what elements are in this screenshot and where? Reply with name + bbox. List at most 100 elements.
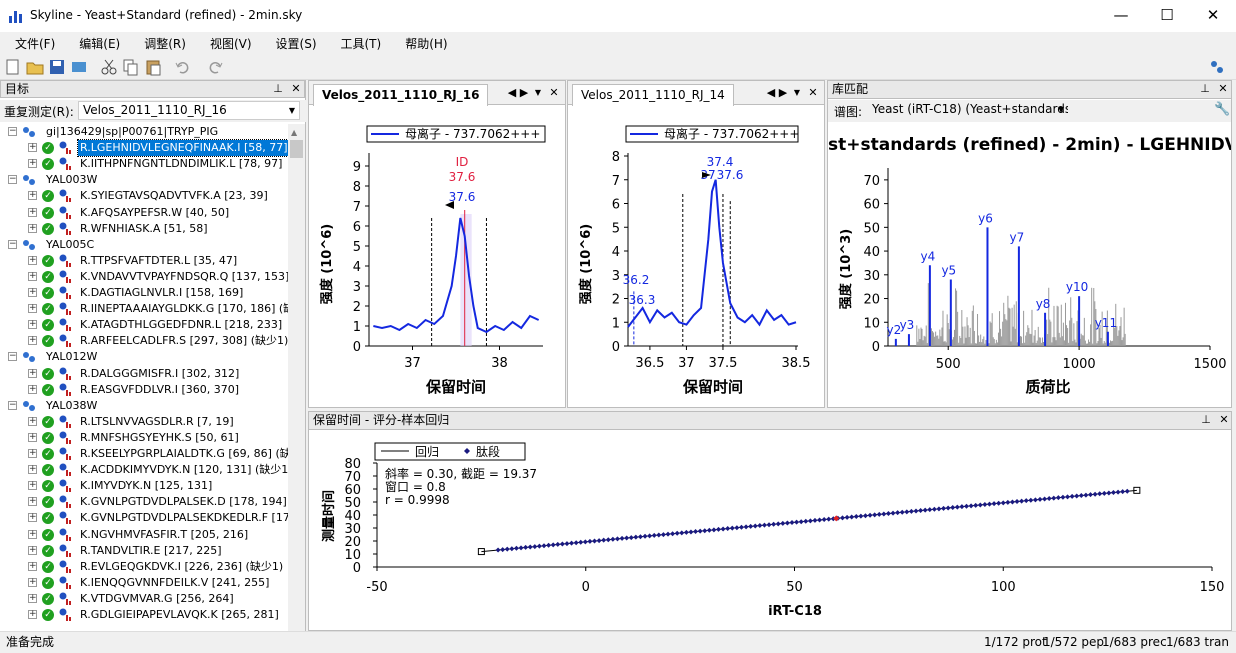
peptide-node[interactable]: + ✓ K.VTDGVMVAR.G [256, 264] [0, 591, 288, 607]
peptide-node[interactable]: + ✓ R.GDLGIEIPAPEVLAVQK.K [265, 281] [0, 607, 288, 623]
collapse-icon[interactable]: − [8, 238, 17, 249]
open-folder-icon[interactable] [26, 58, 44, 76]
peptide-node[interactable]: + ✓ R.LTSLNVVAGSDLR.R [7, 19] [0, 414, 288, 430]
tab-next-icon[interactable]: ▶ [519, 86, 529, 99]
peptide-node[interactable]: + ✓ K.AFQSAYPEFSR.W [40, 50] [0, 205, 288, 221]
close-panel-icon[interactable]: ✕ [1219, 413, 1229, 426]
user-icon[interactable] [1208, 58, 1226, 76]
expand-icon[interactable]: + [28, 448, 37, 458]
peptide-node[interactable]: + ✓ K.GVNLPGTDVDLPALSEKDKEDLR.F [178 [0, 510, 288, 526]
peptide-node[interactable]: + ✓ R.IINEPTAAAIAYGLDKK.G [170, 186] (缺少 [0, 301, 288, 317]
chevron-down-icon[interactable]: ▼ [1058, 105, 1065, 114]
menu-edit[interactable]: 编辑(E) [79, 37, 121, 51]
scroll-up-icon[interactable]: ▲ [291, 128, 298, 137]
pin-icon[interactable]: ⊥ [1201, 413, 1211, 426]
wrench-icon[interactable]: 🔧 [1214, 102, 1231, 117]
expand-icon[interactable]: + [28, 287, 37, 297]
expand-icon[interactable]: + [28, 158, 37, 169]
peptide-node[interactable]: + ✓ K.DAGTIAGLNVLR.I [158, 169] [0, 285, 288, 301]
expand-icon[interactable]: + [28, 480, 37, 491]
expand-icon[interactable]: + [28, 528, 37, 539]
copy-icon[interactable] [122, 58, 140, 76]
peptide-node[interactable]: + ✓ K.VNDAVVTVPAYFNDSQR.Q [137, 153] [0, 269, 288, 285]
collapse-icon[interactable]: − [8, 351, 17, 362]
collapse-icon[interactable]: − [8, 174, 17, 185]
protein-node[interactable]: − YAL038W [0, 398, 288, 414]
expand-icon[interactable]: + [28, 270, 37, 281]
tab-menu-icon[interactable]: ▼ [534, 88, 542, 97]
peptide-node[interactable]: + ✓ K.GVNLPGTDVDLPALSEK.D [178, 194] [0, 494, 288, 510]
tab-prev-icon[interactable]: ◀ [766, 86, 776, 99]
peptide-node[interactable]: + ✓ K.ACDDKIMYVDYK.N [120, 131] (缺少1) [0, 462, 288, 478]
expand-icon[interactable]: + [28, 319, 37, 330]
peptide-node[interactable]: + ✓ K.IITHPNFNGNTLDNDIMLIK.L [78, 97] [0, 156, 288, 172]
collapse-icon[interactable]: − [8, 399, 17, 410]
expand-icon[interactable]: + [28, 609, 37, 619]
expand-icon[interactable]: + [28, 431, 37, 442]
close-tab-icon[interactable]: ✕ [808, 86, 818, 99]
peptide-node[interactable]: + ✓ K.SYIEGTAVSQADVTVFK.A [23, 39] [0, 188, 288, 204]
tab-next-icon[interactable]: ▶ [778, 86, 788, 99]
close-panel-icon[interactable]: ✕ [1218, 82, 1228, 95]
tab-menu-icon[interactable]: ▼ [793, 88, 801, 97]
publish-icon[interactable] [70, 58, 88, 76]
protein-node[interactable]: − gi|136429|sp|P00761|TRYP_PIG [0, 124, 288, 140]
expand-icon[interactable]: + [28, 576, 37, 587]
close-tab-icon[interactable]: ✕ [549, 86, 559, 99]
tree-scrollbar[interactable]: ▲ [288, 124, 305, 631]
expand-icon[interactable]: + [28, 335, 37, 346]
peptide-node[interactable]: + ✓ R.ARFEELCADLFR.S [297, 308] (缺少1) [0, 333, 288, 349]
close-panel-icon[interactable]: ✕ [291, 82, 301, 95]
tab-replicate-14[interactable]: Velos_2011_1110_RJ_14 [572, 84, 734, 106]
replicate-dropdown[interactable]: Velos_2011_1110_RJ_16 ▼ [78, 101, 300, 120]
expand-icon[interactable]: + [28, 190, 37, 201]
peptide-node[interactable]: + ✓ K.IMYVDYK.N [125, 131] [0, 478, 288, 494]
peptide-node[interactable]: + ✓ R.WFNHIASK.A [51, 58] [0, 221, 288, 237]
peptide-node[interactable]: + ✓ R.EVLGEQGKDVK.I [226, 236] (缺少1) [0, 559, 288, 575]
expand-icon[interactable]: + [28, 142, 37, 153]
menu-help[interactable]: 帮助(H) [405, 37, 448, 51]
peptide-node[interactable]: + ✓ R.DALGGGMISFR.I [302, 312] [0, 366, 288, 382]
menu-file[interactable]: 文件(F) [15, 37, 56, 51]
spectrum-dropdown[interactable]: Yeast (iRT-C18) (Yeast+standards [868, 101, 1068, 120]
menu-refine[interactable]: 调整(R) [144, 37, 186, 51]
minimize-button[interactable]: — [1113, 6, 1129, 24]
expand-icon[interactable]: + [28, 415, 37, 426]
peptide-node[interactable]: + ✓ K.ATAGDTHLGGEDFDNR.L [218, 233] [0, 317, 288, 333]
paste-icon[interactable] [144, 58, 162, 76]
protein-node[interactable]: − YAL012W [0, 349, 288, 365]
peptide-node[interactable]: + ✓ R.MNFSHGSYEYHK.S [50, 61] [0, 430, 288, 446]
close-button[interactable]: ✕ [1206, 6, 1220, 24]
peptide-node[interactable]: + ✓ R.TANDVLTIR.E [217, 225] [0, 543, 288, 559]
protein-node[interactable]: − YAL003W [0, 172, 288, 188]
expand-icon[interactable]: + [28, 383, 37, 394]
expand-icon[interactable]: + [28, 592, 37, 603]
tab-replicate-16[interactable]: Velos_2011_1110_RJ_16 [313, 84, 489, 106]
peptide-node[interactable]: + ✓ K.NGVHMVFASFIR.T [205, 216] [0, 527, 288, 543]
pin-icon[interactable]: ⊥ [1200, 82, 1210, 95]
expand-icon[interactable]: + [28, 222, 37, 233]
peptide-node[interactable]: + ✓ R.EASGVFDDLVR.I [360, 370] [0, 382, 288, 398]
menu-settings[interactable]: 设置(S) [275, 37, 317, 51]
peptide-node[interactable]: + ✓ R.TTPSFVAFTDTER.L [35, 47] [0, 253, 288, 269]
scrollbar-thumb[interactable] [290, 140, 303, 158]
new-file-icon[interactable] [4, 58, 22, 76]
peptide-node[interactable]: + ✓ R.KSEELYPGRPLAIALDTK.G [69, 86] (缺少 [0, 446, 288, 462]
protein-node[interactable]: − YAL005C [0, 237, 288, 253]
expand-icon[interactable]: + [28, 512, 37, 523]
expand-icon[interactable]: + [28, 303, 37, 314]
menu-view[interactable]: 视图(V) [209, 37, 252, 51]
peptide-node[interactable]: + ✓ R.LGEHNIDVLEGNEQFINAAK.I [58, 77] [0, 139, 288, 158]
collapse-icon[interactable]: − [8, 126, 17, 136]
menu-tools[interactable]: 工具(T) [340, 37, 382, 51]
expand-icon[interactable]: + [28, 254, 37, 265]
chevron-down-icon[interactable]: ▼ [288, 106, 295, 115]
expand-icon[interactable]: + [28, 496, 37, 507]
tab-prev-icon[interactable]: ◀ [507, 86, 517, 99]
expand-icon[interactable]: + [28, 464, 37, 475]
expand-icon[interactable]: + [28, 544, 37, 555]
redo-icon[interactable] [206, 58, 224, 76]
cut-icon[interactable] [100, 58, 118, 76]
expand-icon[interactable]: + [28, 206, 37, 217]
pin-icon[interactable]: ⊥ [273, 82, 283, 95]
